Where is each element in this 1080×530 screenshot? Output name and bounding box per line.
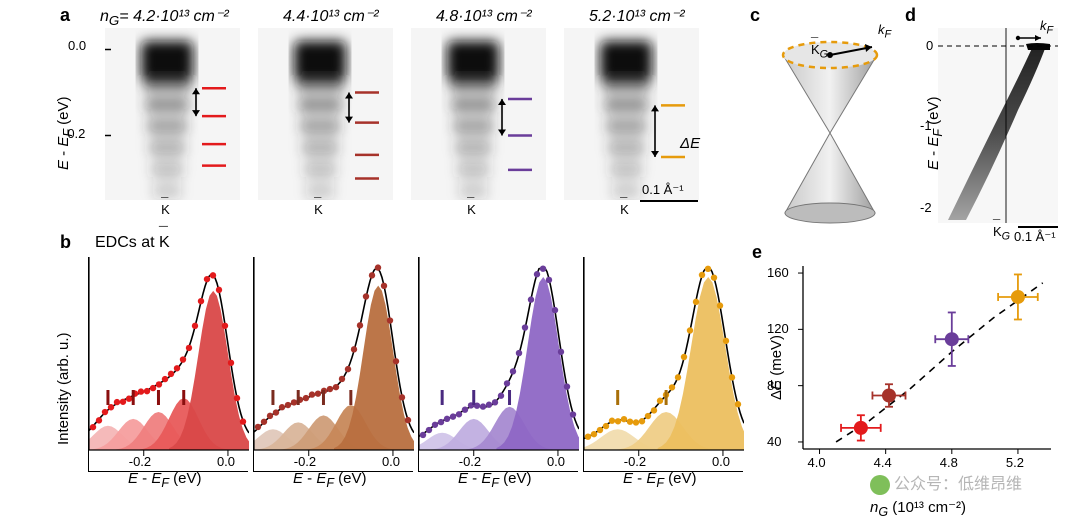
e-ytick: 40 bbox=[767, 434, 781, 449]
edc-xtick: 0.0 bbox=[712, 454, 730, 469]
klabel-0: K¯ bbox=[161, 202, 170, 217]
density-title-3: 5.2·10¹³ cm⁻² bbox=[589, 6, 685, 26]
klabel-3: K¯ bbox=[620, 202, 629, 217]
cone-svg bbox=[755, 25, 905, 225]
edc-xtick: -0.2 bbox=[294, 454, 316, 469]
arpes-d-svg bbox=[938, 28, 1058, 223]
yaxis-label-d: E - EF (eV) bbox=[925, 96, 945, 170]
density-title-1: 4.4·10¹³ cm⁻² bbox=[283, 6, 379, 26]
edc-xtick: -0.2 bbox=[129, 454, 151, 469]
edc-xtick: 0.0 bbox=[217, 454, 235, 469]
deltaE-annot: ΔE bbox=[680, 135, 700, 152]
watermark: 公众号：低维昂维 bbox=[870, 470, 1022, 495]
edc-panel-0 bbox=[88, 257, 248, 472]
edc-xlabel: E - EF (eV) bbox=[128, 470, 202, 490]
d-kF: kF bbox=[1040, 18, 1053, 37]
arpes-d bbox=[938, 28, 1058, 223]
cone-kF: kF bbox=[878, 22, 891, 41]
ytick-d-0: 0 bbox=[926, 38, 933, 53]
e-xtick: 4.4 bbox=[874, 455, 892, 470]
e-xtick: 4.0 bbox=[808, 455, 826, 470]
label-e: e bbox=[752, 242, 762, 263]
edc-xlabel: E - EF (eV) bbox=[623, 470, 697, 490]
ytick-a-1: -0.2 bbox=[63, 126, 85, 141]
label-b: b bbox=[60, 232, 71, 253]
e-ytick: 120 bbox=[767, 321, 789, 336]
klabel-1: K¯ bbox=[314, 202, 323, 217]
klabel-2: K¯ bbox=[467, 202, 476, 217]
edc-xtick: 0.0 bbox=[382, 454, 400, 469]
edc-panel-1 bbox=[253, 257, 413, 472]
yaxis-label-b: Intensity (arb. u.) bbox=[55, 332, 72, 445]
arpes-panel-0 bbox=[105, 28, 240, 200]
nG: nG bbox=[100, 8, 119, 25]
arpes-panel-2 bbox=[411, 28, 546, 200]
cone-kG: K¯G bbox=[811, 42, 828, 61]
edc-title: EDCs at K¯ bbox=[95, 234, 170, 252]
dirac-cone bbox=[755, 25, 905, 225]
label-d: d bbox=[905, 5, 916, 26]
arpes-panel-1 bbox=[258, 28, 393, 200]
figure-root: a nG= 4.2·10¹³ cm⁻² 4.4·10¹³ cm⁻² 4.8·10… bbox=[0, 0, 1080, 530]
scalebar-d bbox=[1018, 226, 1058, 228]
edc-xtick: -0.2 bbox=[624, 454, 646, 469]
d-kG: K¯G bbox=[993, 224, 1010, 243]
edc-xtick: 0.0 bbox=[547, 454, 565, 469]
scatter-e bbox=[795, 260, 1057, 475]
edc-xlabel: E - EF (eV) bbox=[293, 470, 367, 490]
xaxis-label-e: nG (10¹³ cm⁻²) bbox=[870, 498, 966, 519]
e-xtick: 5.2 bbox=[1006, 455, 1024, 470]
scalebar-d-label: 0.1 Å⁻¹ bbox=[1014, 229, 1056, 245]
e-ytick: 160 bbox=[767, 265, 789, 280]
ytick-d-1: -1 bbox=[920, 118, 932, 133]
ytick-a-0: 0.0 bbox=[68, 38, 86, 53]
wechat-icon bbox=[870, 475, 890, 495]
edc-xlabel: E - EF (eV) bbox=[458, 470, 532, 490]
e-xtick: 4.8 bbox=[940, 455, 958, 470]
ytick-d-2: -2 bbox=[920, 200, 932, 215]
label-c: c bbox=[750, 5, 760, 26]
e-ytick: 80 bbox=[767, 378, 781, 393]
density-title-2: 4.8·10¹³ cm⁻² bbox=[436, 6, 532, 26]
scalebar-a-label: 0.1 Å⁻¹ bbox=[642, 182, 684, 198]
edc-xtick: -0.2 bbox=[459, 454, 481, 469]
scalebar-a bbox=[640, 200, 698, 202]
density-title-0: nG= 4.2·10¹³ cm⁻² bbox=[100, 6, 229, 28]
arpes-panel-3 bbox=[564, 28, 699, 200]
scatter-svg bbox=[795, 260, 1057, 475]
eq: = bbox=[119, 8, 133, 25]
edc-panel-3 bbox=[583, 257, 743, 472]
edc-panel-2 bbox=[418, 257, 578, 472]
label-a: a bbox=[60, 5, 70, 26]
